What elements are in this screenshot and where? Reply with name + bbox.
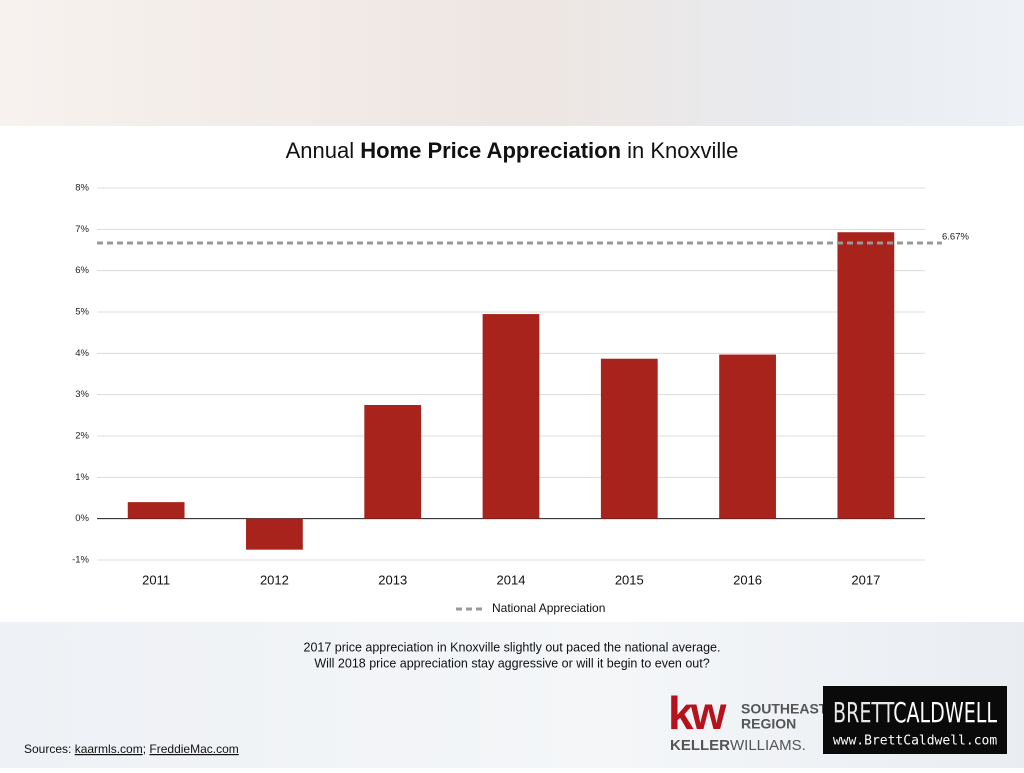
sources: Sources: kaarmls.com; FreddieMac.com bbox=[24, 742, 239, 756]
bar bbox=[719, 354, 776, 519]
separator: ; bbox=[143, 742, 146, 756]
bar bbox=[482, 314, 540, 519]
bar bbox=[246, 518, 303, 550]
kw-region: SOUTHEAST bbox=[741, 701, 828, 717]
y-tick-label: 2% bbox=[75, 431, 89, 442]
kw-brand-part: WILLIAMS. bbox=[730, 737, 806, 754]
bar bbox=[364, 405, 422, 519]
brett-logo-box bbox=[823, 686, 1007, 754]
brett-url: www.BrettCaldwell.com bbox=[833, 734, 998, 749]
source-link[interactable]: FreddieMac.com bbox=[149, 742, 238, 756]
brett-name: BRETTCALDWELL bbox=[833, 696, 997, 729]
kw-mark: kw bbox=[668, 687, 727, 739]
x-tick-label: 2013 bbox=[378, 572, 407, 587]
sources-label: Sources: bbox=[24, 742, 71, 756]
kw-region: REGION bbox=[741, 716, 796, 732]
bar bbox=[837, 232, 895, 519]
header-background bbox=[0, 0, 1024, 126]
x-tick-label: 2012 bbox=[260, 572, 289, 587]
bar bbox=[600, 358, 658, 519]
kw-logo: kw SOUTHEAST REGION KELLERWILLIAMS. bbox=[668, 687, 828, 754]
title-part: in Knoxville bbox=[621, 138, 738, 163]
kw-brand: KELLERWILLIAMS. bbox=[670, 737, 806, 754]
caption-line: Will 2018 price appreciation stay aggres… bbox=[314, 656, 709, 670]
title-part: Home Price Appreciation bbox=[360, 138, 621, 163]
y-tick-label: 8% bbox=[75, 183, 89, 194]
x-tick-label: 2011 bbox=[142, 572, 170, 587]
brett-name-part: BRETT bbox=[833, 696, 895, 729]
y-tick-label: 3% bbox=[75, 389, 89, 400]
brett-logo: BRETTCALDWELL www.BrettCaldwell.com bbox=[823, 686, 1007, 754]
x-tick-label: 2017 bbox=[851, 572, 880, 587]
y-tick-label: 4% bbox=[75, 348, 89, 359]
y-tick-label: 1% bbox=[75, 472, 89, 483]
source-link[interactable]: kaarmls.com bbox=[75, 742, 143, 756]
y-tick-label: 5% bbox=[75, 307, 89, 318]
y-tick-label: 7% bbox=[75, 224, 89, 235]
legend-label: National Appreciation bbox=[492, 601, 605, 615]
title-part: Annual bbox=[286, 138, 361, 163]
chart-title: Annual Home Price Appreciation in Knoxvi… bbox=[286, 138, 739, 163]
x-tick-label: 2014 bbox=[497, 572, 526, 587]
x-tick-label: 2015 bbox=[615, 572, 644, 587]
plot: -1% 0% 1% 2% 3% 4% 5% 6% 7% 8% 2011 2012 2013 2014 201… bbox=[72, 183, 969, 616]
y-tick-label: -1% bbox=[72, 555, 89, 566]
kw-brand-part: KELLER bbox=[670, 737, 730, 754]
caption-line: 2017 price appreciation in Knoxville sli… bbox=[304, 640, 721, 654]
bar bbox=[127, 502, 185, 519]
y-tick-label: 6% bbox=[75, 265, 89, 276]
brett-name-part: CALDWELL bbox=[893, 696, 997, 729]
x-tick-label: 2016 bbox=[733, 572, 762, 587]
y-tick-label: 0% bbox=[75, 513, 89, 524]
reference-label: 6.67% bbox=[942, 231, 969, 242]
